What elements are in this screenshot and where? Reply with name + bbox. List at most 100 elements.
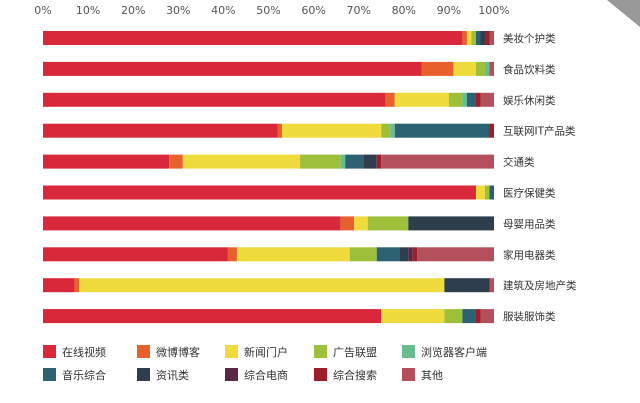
legend-swatch bbox=[137, 368, 150, 381]
bar-segment bbox=[462, 92, 467, 107]
x-tick-label: 50% bbox=[256, 4, 280, 17]
bar-segment bbox=[43, 92, 386, 107]
bar-segment bbox=[43, 309, 382, 324]
bar-segment bbox=[227, 247, 237, 262]
x-tick-label: 60% bbox=[301, 4, 325, 17]
bar-segment bbox=[421, 61, 454, 76]
bar-segment bbox=[300, 154, 341, 169]
bar-segment bbox=[466, 92, 476, 107]
category-label: 医疗保健类 bbox=[503, 187, 556, 200]
legend-swatch bbox=[314, 345, 327, 358]
bar-segment bbox=[394, 92, 449, 107]
bar-segment bbox=[340, 216, 355, 231]
category-label: 美妆个护类 bbox=[503, 32, 556, 45]
bar-segment bbox=[475, 185, 485, 200]
bar-segment bbox=[412, 247, 418, 262]
category-label: 互联网IT产品类 bbox=[503, 125, 576, 138]
x-tick-label: 20% bbox=[121, 4, 145, 17]
x-tick-label: 70% bbox=[346, 4, 370, 17]
bar-segment bbox=[484, 31, 490, 45]
bar-segment bbox=[349, 247, 377, 262]
legend-swatch bbox=[43, 368, 56, 381]
x-tick-label: 30% bbox=[166, 4, 190, 17]
legend-label: 其他 bbox=[421, 369, 443, 382]
bar-segment bbox=[367, 216, 409, 231]
bar-segment bbox=[399, 247, 409, 262]
legend-swatch bbox=[402, 345, 415, 358]
bar-segment bbox=[381, 123, 391, 138]
bar-segment bbox=[489, 123, 494, 138]
legend-label: 综合电商 bbox=[244, 368, 288, 382]
bar-segment bbox=[484, 185, 490, 200]
bar-segment bbox=[489, 31, 494, 45]
bar-segment bbox=[408, 247, 413, 262]
bar-segment bbox=[385, 92, 395, 107]
legend-swatch bbox=[225, 368, 238, 381]
bar-segment bbox=[381, 309, 445, 324]
bar-segment bbox=[376, 247, 400, 262]
bar-segment bbox=[489, 61, 494, 76]
bar-segment bbox=[444, 309, 463, 324]
legend-swatch bbox=[225, 345, 238, 358]
corner-fold-icon bbox=[607, 0, 640, 27]
bar-segment bbox=[462, 309, 476, 324]
x-tick-label: 40% bbox=[211, 4, 235, 17]
bar-segment bbox=[43, 247, 228, 262]
bar-segment bbox=[408, 216, 494, 231]
legend-swatch bbox=[137, 345, 150, 358]
bar-segment bbox=[282, 123, 382, 138]
bar-segment bbox=[489, 278, 494, 293]
bar-segment bbox=[182, 154, 301, 169]
bar-segment bbox=[453, 61, 476, 76]
bar-segment bbox=[43, 216, 341, 231]
bar-segment bbox=[363, 154, 377, 169]
bar-segment bbox=[43, 31, 463, 45]
bar-segment bbox=[354, 216, 368, 231]
bar-segment bbox=[381, 154, 494, 169]
bar-segment bbox=[169, 154, 183, 169]
category-label: 建筑及房地产类 bbox=[503, 279, 577, 292]
bar-segment bbox=[345, 154, 364, 169]
x-tick-label: 0% bbox=[34, 4, 51, 17]
bar-segment bbox=[277, 123, 283, 138]
legend-swatch bbox=[314, 368, 327, 381]
bar-segment bbox=[462, 31, 467, 45]
x-tick-label: 10% bbox=[76, 4, 100, 17]
bar-segment bbox=[417, 247, 494, 262]
bar-segment bbox=[471, 31, 476, 45]
bar-segment bbox=[480, 31, 485, 45]
bar-segment bbox=[475, 31, 481, 45]
legend-label: 综合搜索 bbox=[333, 368, 377, 382]
x-axis-ticks: 0% 10% 20% 30% 40% 50% 60% 70% 80% 90% 100% bbox=[34, 4, 509, 17]
bar-segment bbox=[489, 185, 494, 200]
legend-label: 浏览器客户端 bbox=[421, 345, 487, 359]
category-label: 娱乐休闲类 bbox=[503, 94, 556, 107]
bar-segment bbox=[376, 154, 382, 169]
legend-swatch bbox=[402, 368, 415, 381]
bar-segment bbox=[475, 309, 481, 324]
bar-segment bbox=[43, 61, 422, 76]
legend-label: 在线视频 bbox=[62, 345, 106, 359]
category-label: 交通类 bbox=[503, 156, 535, 169]
bar-segment bbox=[480, 309, 494, 324]
legend-swatch bbox=[43, 345, 56, 358]
bar-segment bbox=[394, 123, 490, 138]
legend-label: 广告联盟 bbox=[333, 346, 377, 359]
bar-segment bbox=[475, 61, 485, 76]
bar-segment bbox=[43, 278, 75, 293]
bar-segment bbox=[74, 278, 80, 293]
x-tick-label: 80% bbox=[392, 4, 416, 17]
bar-segment bbox=[79, 278, 445, 293]
legend-label: 资讯类 bbox=[156, 368, 189, 382]
bar-segment bbox=[236, 247, 350, 262]
category-label: 母婴用品类 bbox=[503, 217, 556, 230]
x-tick-label: 90% bbox=[437, 4, 461, 17]
bar-segment bbox=[484, 61, 490, 76]
bar-segment bbox=[466, 31, 472, 45]
bars-area bbox=[43, 31, 494, 324]
legend-label: 微博博客 bbox=[156, 345, 200, 359]
legend-label: 音乐综合 bbox=[62, 368, 106, 382]
bar-segment bbox=[390, 123, 395, 138]
